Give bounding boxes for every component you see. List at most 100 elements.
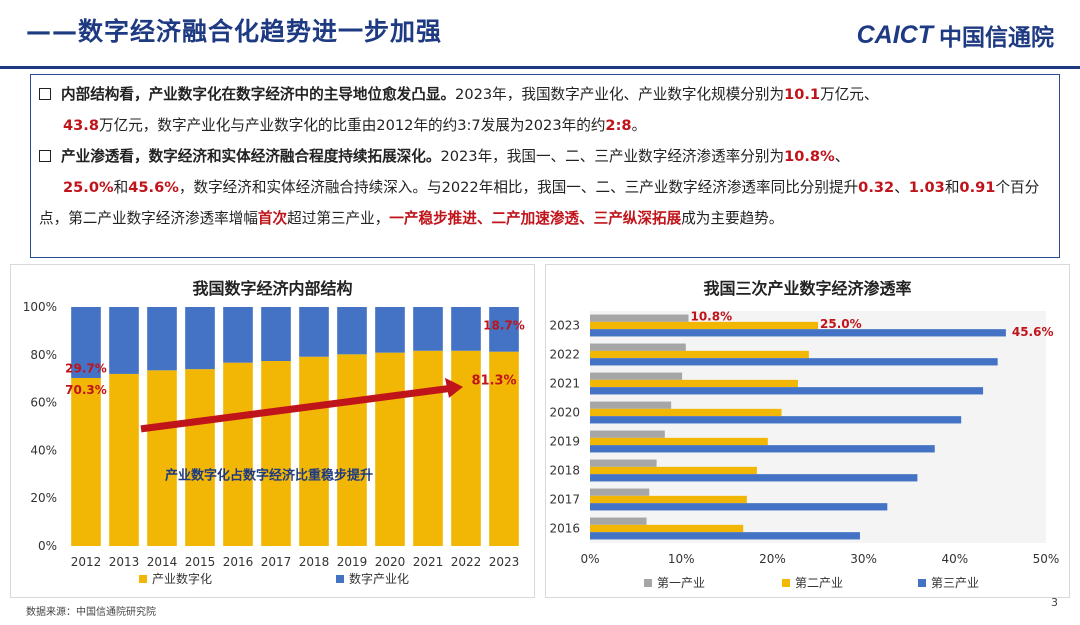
bar-digital-industrialization xyxy=(337,354,367,546)
bar-1-industry xyxy=(590,488,650,496)
paragraph-structure: 内部结构看，产业数字化在数字经济中的主导地位愈发凸显。2023年，我国数字产业化… xyxy=(39,79,878,141)
p2-text: 、 xyxy=(834,148,850,165)
paragraph-penetration: 产业渗透看，数字经济和实体经济融合程度持续拓展深化。2023年，我国一、二、三产… xyxy=(39,141,1055,234)
p2-value: 25.0% xyxy=(63,179,114,196)
x-tick-label: 2023 xyxy=(489,555,520,569)
bar-industrial-digitization xyxy=(451,307,481,351)
structure-chart-panel: 我国数字经济内部结构 0% 20% 40% 60% 80% 100% 2012 2013 201… xyxy=(10,264,535,598)
legend-label: 第一产业 xyxy=(657,576,705,590)
bar-industrial-digitization xyxy=(337,307,367,355)
p1-text: 2023年，我国数字产业化、产业数字化规模分别为 xyxy=(455,86,785,103)
bar-3-industry xyxy=(590,532,860,540)
bar-2-industry xyxy=(590,524,744,533)
y-tick-label: 40% xyxy=(30,443,57,457)
y-tick-label: 2020 xyxy=(549,406,580,420)
logo-text-en: CAICT xyxy=(856,20,933,49)
bar-industrial-digitization xyxy=(261,307,291,362)
y-tick-label: 100% xyxy=(23,300,57,314)
bar-industrial-digitization xyxy=(223,307,253,363)
p1-text: 万亿元，数字产业化与产业数字化的比重由2012年的约3:7发展为2023年的约 xyxy=(99,117,606,134)
x-tick-label: 10% xyxy=(668,552,695,566)
data-label: 81.3% xyxy=(471,373,516,388)
p1-lead: 内部结构看，产业数字化在数字经济中的主导地位愈发凸显。 xyxy=(61,86,456,103)
bar-3-industry xyxy=(590,329,1006,337)
x-tick-label: 2021 xyxy=(413,555,444,569)
y-tick-label: 2017 xyxy=(549,493,580,507)
bar-industrial-digitization xyxy=(71,307,101,378)
bar-2-industry xyxy=(590,408,782,417)
trend-arrow-shaft xyxy=(140,384,452,433)
legend-swatch xyxy=(918,579,926,587)
bar-2-industry xyxy=(590,321,818,330)
p1-value: 10.1 xyxy=(784,86,821,103)
bar-digital-industrialization xyxy=(489,351,519,546)
logo-text-cn: 中国信通院 xyxy=(939,25,1054,51)
bar-digital-industrialization xyxy=(451,350,481,546)
bar-industrial-digitization xyxy=(185,307,215,370)
bar-2-industry xyxy=(590,437,768,446)
bar-2-industry xyxy=(590,350,809,359)
chart-annotation: 产业数字化占数字经济比重稳步提升 xyxy=(165,467,373,483)
trend-arrow-head xyxy=(445,377,463,398)
p2-text: ，数字经济和实体经济融合持续深入。与2022年相比，我国一、二、三产业数字经济渗… xyxy=(178,179,859,196)
p2-text: 、 xyxy=(894,179,909,196)
bar-1-industry xyxy=(590,459,657,467)
data-label: 29.7% xyxy=(65,361,107,375)
p2-value: 0.32 xyxy=(858,179,895,196)
bar-digital-industrialization xyxy=(109,373,139,546)
p2-value: 1.03 xyxy=(908,179,945,196)
checkbox-bullet-icon xyxy=(39,88,51,100)
x-tick-label: 2020 xyxy=(375,555,406,569)
y-tick-label: 2019 xyxy=(549,435,580,449)
x-tick-label: 40% xyxy=(941,552,968,566)
p2-text: 成为主要趋势。 xyxy=(681,210,784,227)
x-tick-label: 30% xyxy=(850,552,877,566)
bar-1-industry xyxy=(590,343,686,351)
p1-value: 43.8 xyxy=(63,117,100,134)
x-tick-label: 2016 xyxy=(223,555,254,569)
page-number: 3 xyxy=(1051,596,1058,609)
y-tick-label: 2022 xyxy=(549,348,580,362)
p1-text: 万亿元、 xyxy=(820,86,879,103)
x-tick-label: 2014 xyxy=(147,555,178,569)
p1-value: 2:8 xyxy=(605,117,632,134)
legend-label: 数字产业化 xyxy=(349,571,409,586)
x-tick-label: 2015 xyxy=(185,555,216,569)
y-tick-label: 0% xyxy=(38,539,57,553)
x-tick-label: 2012 xyxy=(71,555,102,569)
p2-text: 和 xyxy=(944,179,960,196)
bar-digital-industrialization xyxy=(147,370,177,546)
p2-text: 超过第三产业， xyxy=(287,210,390,227)
structure-chart-svg: 0% 20% 40% 60% 80% 100% 2012 2013 2014 2015 2016 20… xyxy=(23,300,525,586)
x-tick-label: 2013 xyxy=(109,555,140,569)
bar-industrial-digitization xyxy=(299,307,329,357)
header-divider xyxy=(0,66,1080,69)
bar-industrial-digitization xyxy=(147,307,177,371)
legend-swatch xyxy=(139,575,147,583)
y-tick-label: 60% xyxy=(30,396,57,410)
bar-3-industry xyxy=(590,416,962,424)
y-tick-label: 2021 xyxy=(549,377,580,391)
bar-industrial-digitization xyxy=(109,307,139,374)
bar-1-industry xyxy=(590,430,665,438)
p2-value: 0.91 xyxy=(959,179,996,196)
x-tick-label: 2018 xyxy=(299,555,330,569)
bar-1-industry xyxy=(590,372,683,380)
penetration-chart-panel: 我国三次产业数字经济渗透率 2023 2022 2021 2020 2019 2018 20… xyxy=(545,264,1070,598)
p2-text: 和 xyxy=(113,179,129,196)
data-source: 数据来源：中国信通院研究院 xyxy=(26,607,156,618)
legend-swatch xyxy=(336,575,344,583)
summary-box: 内部结构看，产业数字化在数字经济中的主导地位愈发凸显。2023年，我国数字产业化… xyxy=(30,74,1060,258)
structure-chart-title: 我国数字经济内部结构 xyxy=(192,279,353,298)
bar-digital-industrialization xyxy=(261,361,291,546)
checkbox-bullet-icon xyxy=(39,150,51,162)
x-tick-label: 2019 xyxy=(337,555,368,569)
bar-digital-industrialization xyxy=(375,352,405,546)
bar-industrial-digitization xyxy=(375,307,405,353)
x-tick-label: 20% xyxy=(759,552,786,566)
bar-1-industry xyxy=(590,401,672,409)
p2-text: 个百分点，第二产业数字经济渗透率增幅 xyxy=(39,179,1040,227)
legend-swatch xyxy=(644,579,652,587)
bar-3-industry xyxy=(590,387,984,395)
bar-1-industry xyxy=(590,517,647,525)
